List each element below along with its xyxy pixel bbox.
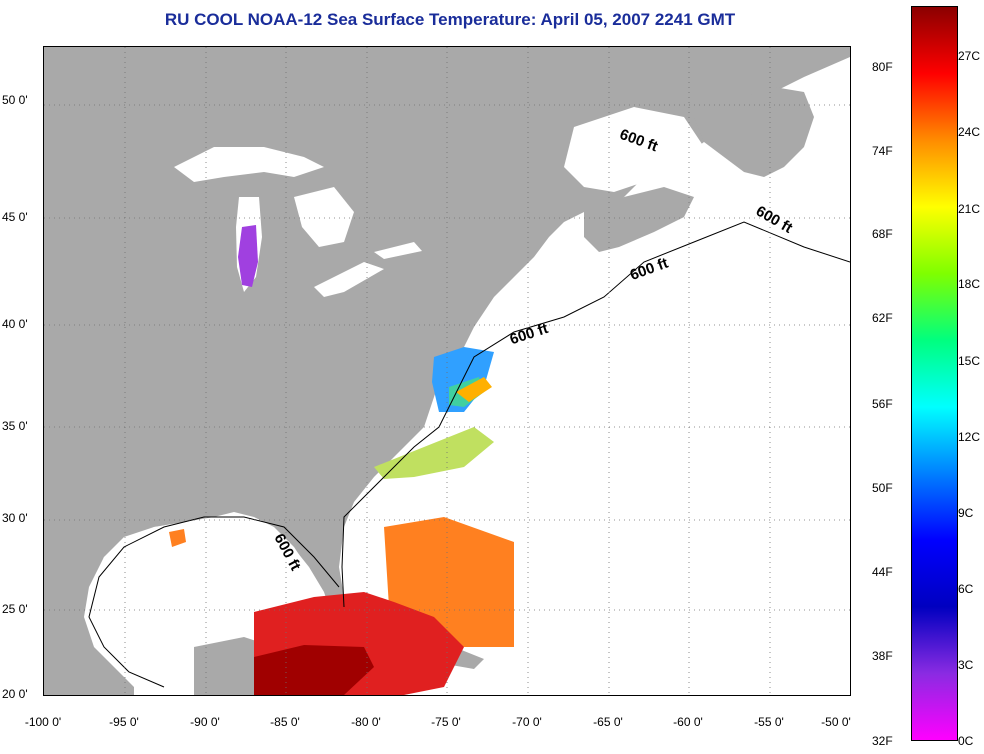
- colorbar-f-label: 50F: [872, 481, 893, 495]
- mid-atlantic-shelf-sst: [456, 377, 492, 402]
- colorbar-f-label: 32F: [872, 734, 893, 748]
- lon-label: -100 0': [24, 715, 62, 729]
- lake-michigan-sst: [238, 225, 258, 287]
- colorbar-f-label: 68F: [872, 227, 893, 241]
- colorbar-c-label: 0C: [958, 734, 974, 748]
- colorbar-c-label: 24C: [958, 125, 981, 139]
- colorbar-f-label: 44F: [872, 565, 893, 579]
- lat-label-50: 50 0': [2, 93, 28, 107]
- isobath-label: 600 ft: [753, 203, 795, 237]
- lat-label-45: 45 0': [2, 210, 28, 224]
- colorbar-c-label: 12C: [958, 430, 981, 444]
- lake-ontario: [374, 242, 422, 259]
- colorbar-c-label: 6C: [958, 582, 974, 596]
- isobath-line-atlantic: [341, 221, 850, 608]
- colorbar-c-label: 3C: [958, 658, 974, 672]
- isobath-label: 600 ft: [508, 320, 551, 348]
- southeast-shelf-sst: [374, 427, 494, 479]
- colorbar-f-label: 74F: [872, 144, 893, 158]
- colorbar-c-label: 21C: [958, 202, 981, 216]
- lake-erie: [314, 262, 384, 297]
- newfoundland-land: [694, 87, 814, 177]
- graticule: [44, 47, 850, 695]
- colorbar-f-label: 80F: [872, 60, 893, 74]
- lon-label: -70 0': [512, 715, 542, 729]
- lon-label: -65 0': [593, 715, 623, 729]
- lon-label: -95 0': [109, 715, 139, 729]
- lon-label: -50 0': [821, 715, 851, 729]
- lon-label: -55 0': [754, 715, 784, 729]
- lat-label-25: 25 0': [2, 602, 28, 616]
- lon-label: -60 0': [673, 715, 703, 729]
- colorbar-c-label: 9C: [958, 506, 974, 520]
- map-title: RU COOL NOAA-12 Sea Surface Temperature:…: [164, 10, 736, 29]
- isobath-line-gulf: [88, 516, 340, 688]
- nova-scotia-land: [584, 187, 694, 252]
- colorbar-c-label: 18C: [958, 277, 981, 291]
- gulf-coast-sst: [169, 529, 186, 547]
- lake-superior: [174, 147, 324, 182]
- lat-label-40: 40 0': [2, 317, 28, 331]
- sst-map[interactable]: 600 ft 600 ft 600 ft 600 ft 600 ft: [43, 46, 851, 696]
- colorbar-c-label: 15C: [958, 354, 981, 368]
- lat-label-35: 35 0': [2, 419, 28, 433]
- lake-huron: [294, 187, 354, 247]
- lat-label-20: 20 0': [2, 687, 28, 701]
- colorbar-f-label: 38F: [872, 649, 893, 663]
- caribbean-deep-sst: [254, 645, 374, 695]
- sst-map-svg: 600 ft 600 ft 600 ft 600 ft 600 ft: [44, 47, 850, 695]
- lon-label: -75 0': [431, 715, 461, 729]
- colorbar-c-label: 27C: [958, 49, 981, 63]
- lat-label-30: 30 0': [2, 511, 28, 525]
- isobath-label: 600 ft: [628, 255, 671, 284]
- colorbar-gradient: [911, 6, 958, 741]
- gulf-of-st-lawrence: [564, 107, 704, 192]
- lon-label: -90 0': [190, 715, 220, 729]
- lon-label: -85 0': [270, 715, 300, 729]
- lon-label: -80 0': [351, 715, 381, 729]
- colorbar-f-label: 62F: [872, 311, 893, 325]
- colorbar-f-label: 56F: [872, 397, 893, 411]
